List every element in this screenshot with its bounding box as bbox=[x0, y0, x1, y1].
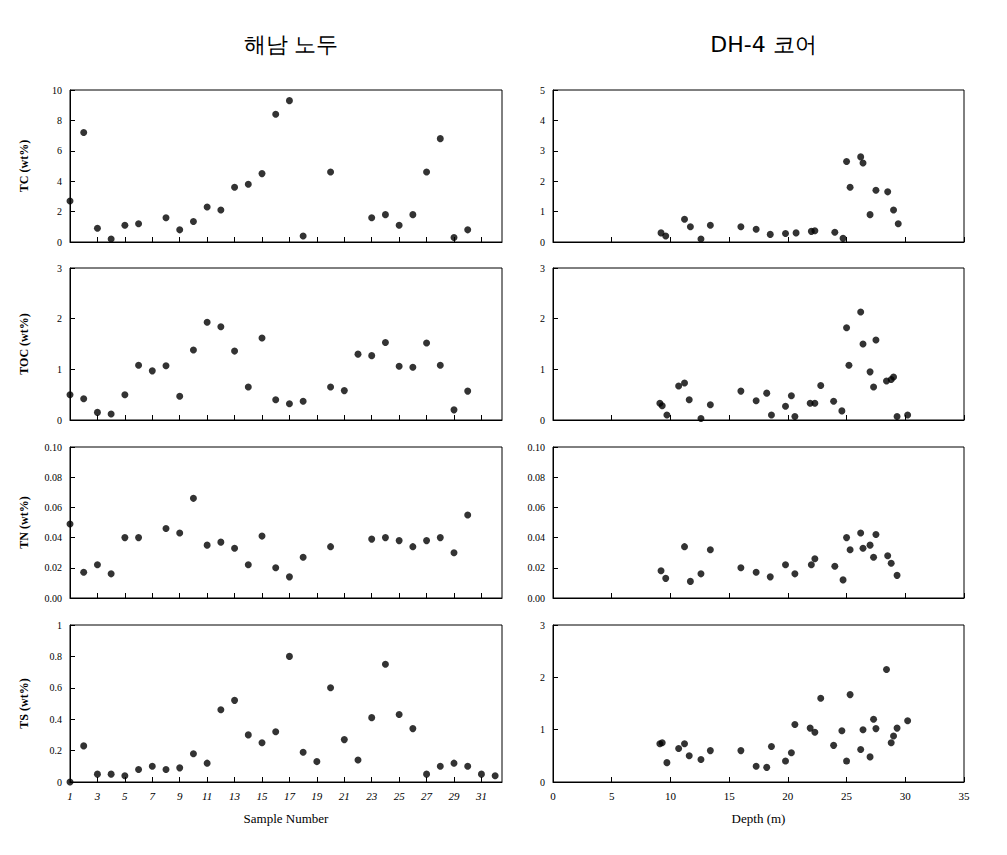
svg-text:25: 25 bbox=[394, 790, 406, 802]
svg-text:2: 2 bbox=[57, 206, 62, 217]
svg-text:3: 3 bbox=[57, 263, 62, 274]
svg-text:0: 0 bbox=[540, 237, 545, 248]
svg-text:15: 15 bbox=[257, 790, 269, 802]
svg-text:Depth (m): Depth (m) bbox=[732, 811, 786, 826]
svg-text:5: 5 bbox=[540, 85, 545, 96]
svg-text:3: 3 bbox=[540, 263, 545, 274]
svg-text:0.2: 0.2 bbox=[50, 745, 63, 756]
svg-text:0.04: 0.04 bbox=[528, 532, 546, 543]
svg-text:9: 9 bbox=[177, 790, 183, 802]
svg-text:30: 30 bbox=[900, 790, 912, 802]
svg-text:4: 4 bbox=[540, 115, 545, 126]
svg-text:11: 11 bbox=[202, 790, 212, 802]
svg-text:0.04: 0.04 bbox=[45, 532, 63, 543]
svg-text:2: 2 bbox=[540, 176, 545, 187]
svg-text:0.4: 0.4 bbox=[50, 714, 63, 725]
svg-text:1: 1 bbox=[540, 364, 545, 375]
svg-text:6: 6 bbox=[57, 145, 62, 156]
svg-text:29: 29 bbox=[449, 790, 461, 802]
svg-text:0.8: 0.8 bbox=[50, 651, 63, 662]
svg-text:0: 0 bbox=[540, 777, 545, 788]
svg-text:TS (wt%): TS (wt%) bbox=[17, 678, 31, 728]
svg-text:0.06: 0.06 bbox=[528, 502, 546, 513]
svg-text:0.6: 0.6 bbox=[50, 682, 63, 693]
svg-text:0.02: 0.02 bbox=[528, 562, 546, 573]
svg-text:23: 23 bbox=[366, 790, 378, 802]
svg-text:17: 17 bbox=[284, 790, 296, 802]
svg-text:10: 10 bbox=[665, 790, 677, 802]
svg-text:7: 7 bbox=[150, 790, 156, 802]
svg-text:1: 1 bbox=[540, 206, 545, 217]
svg-text:3: 3 bbox=[540, 620, 545, 631]
svg-text:1: 1 bbox=[57, 364, 62, 375]
svg-text:0: 0 bbox=[540, 415, 545, 426]
svg-text:35: 35 bbox=[959, 790, 971, 802]
svg-text:4: 4 bbox=[57, 176, 62, 187]
svg-text:2: 2 bbox=[57, 313, 62, 324]
svg-text:0: 0 bbox=[57, 237, 62, 248]
svg-text:19: 19 bbox=[311, 790, 323, 802]
svg-text:0.02: 0.02 bbox=[45, 562, 63, 573]
svg-text:TC (wt%): TC (wt%) bbox=[17, 140, 31, 192]
svg-text:TOC (wt%): TOC (wt%) bbox=[17, 313, 31, 374]
svg-text:해남 노두: 해남 노두 bbox=[244, 32, 339, 57]
svg-text:1: 1 bbox=[57, 620, 62, 631]
svg-text:0.06: 0.06 bbox=[45, 502, 63, 513]
svg-text:1: 1 bbox=[540, 724, 545, 735]
svg-text:10: 10 bbox=[52, 85, 62, 96]
svg-text:25: 25 bbox=[841, 790, 853, 802]
svg-text:27: 27 bbox=[421, 790, 433, 802]
svg-text:5: 5 bbox=[609, 790, 615, 802]
svg-text:0.08: 0.08 bbox=[45, 472, 63, 483]
svg-text:15: 15 bbox=[724, 790, 736, 802]
svg-text:0.08: 0.08 bbox=[528, 472, 546, 483]
svg-text:8: 8 bbox=[57, 115, 62, 126]
svg-text:21: 21 bbox=[339, 790, 350, 802]
svg-text:13: 13 bbox=[229, 790, 241, 802]
svg-text:0.10: 0.10 bbox=[528, 442, 546, 453]
svg-text:5: 5 bbox=[122, 790, 128, 802]
svg-text:20: 20 bbox=[782, 790, 794, 802]
svg-text:2: 2 bbox=[540, 672, 545, 683]
svg-text:0.00: 0.00 bbox=[45, 593, 63, 604]
svg-text:0.10: 0.10 bbox=[45, 442, 63, 453]
svg-text:3: 3 bbox=[94, 790, 101, 802]
svg-text:DH-4 코어: DH-4 코어 bbox=[710, 32, 816, 57]
svg-text:31: 31 bbox=[475, 790, 487, 802]
svg-text:1: 1 bbox=[67, 790, 73, 802]
svg-text:2: 2 bbox=[540, 313, 545, 324]
svg-text:0: 0 bbox=[550, 790, 556, 802]
svg-text:0.00: 0.00 bbox=[528, 593, 546, 604]
svg-text:TN (wt%): TN (wt%) bbox=[17, 496, 31, 548]
svg-text:Sample Number: Sample Number bbox=[244, 811, 330, 826]
svg-text:3: 3 bbox=[540, 145, 545, 156]
svg-text:0: 0 bbox=[57, 777, 62, 788]
svg-text:0: 0 bbox=[57, 415, 62, 426]
